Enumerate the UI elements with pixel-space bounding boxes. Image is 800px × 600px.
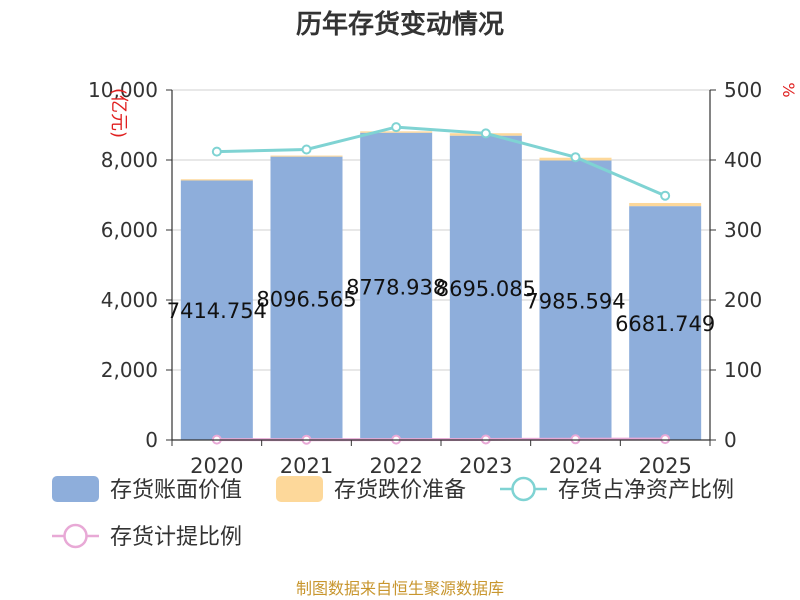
legend-label-provision-ratio: 存货计提比例 <box>110 525 242 550</box>
bar-value-label: 8695.085 <box>436 277 536 301</box>
y-left-tick-label: 6,000 <box>101 218 158 242</box>
line-net-asset-ratio <box>216 125 666 198</box>
legend-label-net-asset-ratio: 存货占净资产比例 <box>558 478 734 503</box>
x-tick-label: 2020 <box>190 454 243 478</box>
x-tick-label: 2021 <box>280 454 333 478</box>
legend-marker-net-asset-ratio <box>511 476 536 502</box>
legend-item-net-asset-ratio[interactable]: 存货占净资产比例 <box>500 476 734 503</box>
bar-value-label: 7414.754 <box>167 299 267 323</box>
legend-item-book-value[interactable]: 存货账面价值 <box>52 476 242 503</box>
point-net-asset-ratio[interactable] <box>570 152 581 163</box>
y-left-tick-label: 4,000 <box>101 288 158 312</box>
bar-impairment[interactable] <box>180 179 253 181</box>
legend-item-provision-ratio[interactable]: 存货计提比例 <box>52 523 242 550</box>
y-left-unit: (亿元) <box>108 88 129 138</box>
bar-book-value[interactable] <box>360 132 433 440</box>
y-left-tick-label: 0 <box>145 428 158 452</box>
legend-swatch-impairment <box>276 476 323 502</box>
legend-label-impairment: 存货跌价准备 <box>334 478 466 503</box>
bar-value-label: 8778.938 <box>346 275 446 299</box>
legend-label-book-value: 存货账面价值 <box>110 478 242 503</box>
bar-book-value[interactable] <box>629 206 702 440</box>
x-tick-label: 2025 <box>638 454 691 478</box>
axes: 0 2,000 4,000 6,000 8,000 10,000 0 100 200 300 400… <box>88 78 762 478</box>
bar-book-value[interactable] <box>180 180 253 440</box>
point-net-asset-ratio[interactable] <box>660 190 671 201</box>
legend: 存货账面价值 存货跌价准备 存货占净资产比例 存货计提比例 <box>52 476 734 550</box>
y-right-tick-label: 500 <box>724 78 762 102</box>
y-right-tick-label: 400 <box>724 148 762 172</box>
legend-swatch-book-value <box>52 476 99 502</box>
legend-marker-provision-ratio <box>63 523 88 549</box>
point-provision-ratio[interactable] <box>570 434 581 445</box>
bar-impairment[interactable] <box>270 155 343 157</box>
y-right-tick-label: 200 <box>724 288 762 312</box>
x-tick-label: 2022 <box>369 454 422 478</box>
bar-value-label: 7985.594 <box>525 289 625 313</box>
point-net-asset-ratio[interactable] <box>301 144 312 155</box>
legend-item-impairment[interactable]: 存货跌价准备 <box>276 476 466 503</box>
bar-value-label: 8096.565 <box>256 287 356 311</box>
bar-book-value[interactable] <box>270 156 343 440</box>
y-right-tick-label: 0 <box>724 428 737 452</box>
point-provision-ratio[interactable] <box>660 434 671 445</box>
y-right-tick-label: 100 <box>724 358 762 382</box>
y-left-tick-label: 2,000 <box>101 358 158 382</box>
point-net-asset-ratio[interactable] <box>391 122 402 133</box>
bar-impairment[interactable] <box>629 202 702 207</box>
data-labels: 7414.7548096.5658778.9388695.0857985.594… <box>167 275 716 336</box>
source-note: 制图数据来自恒生聚源数据库 <box>296 579 504 598</box>
point-net-asset-ratio[interactable] <box>480 128 491 139</box>
bar-value-label: 6681.749 <box>615 312 715 336</box>
x-tick-label: 2024 <box>549 454 602 478</box>
y-right-unit: % <box>779 82 798 97</box>
bar-book-value[interactable] <box>449 135 522 440</box>
grid-lines <box>172 89 710 371</box>
bar-series <box>180 131 702 440</box>
y-left-tick-label: 10,000 <box>88 78 158 102</box>
y-left-tick-label: 8,000 <box>101 148 158 172</box>
x-tick-label: 2023 <box>459 454 512 478</box>
point-net-asset-ratio[interactable] <box>211 146 222 157</box>
bar-book-value[interactable] <box>539 160 612 440</box>
y-right-tick-label: 300 <box>724 218 762 242</box>
chart-title: 历年存货变动情况 <box>296 9 504 40</box>
